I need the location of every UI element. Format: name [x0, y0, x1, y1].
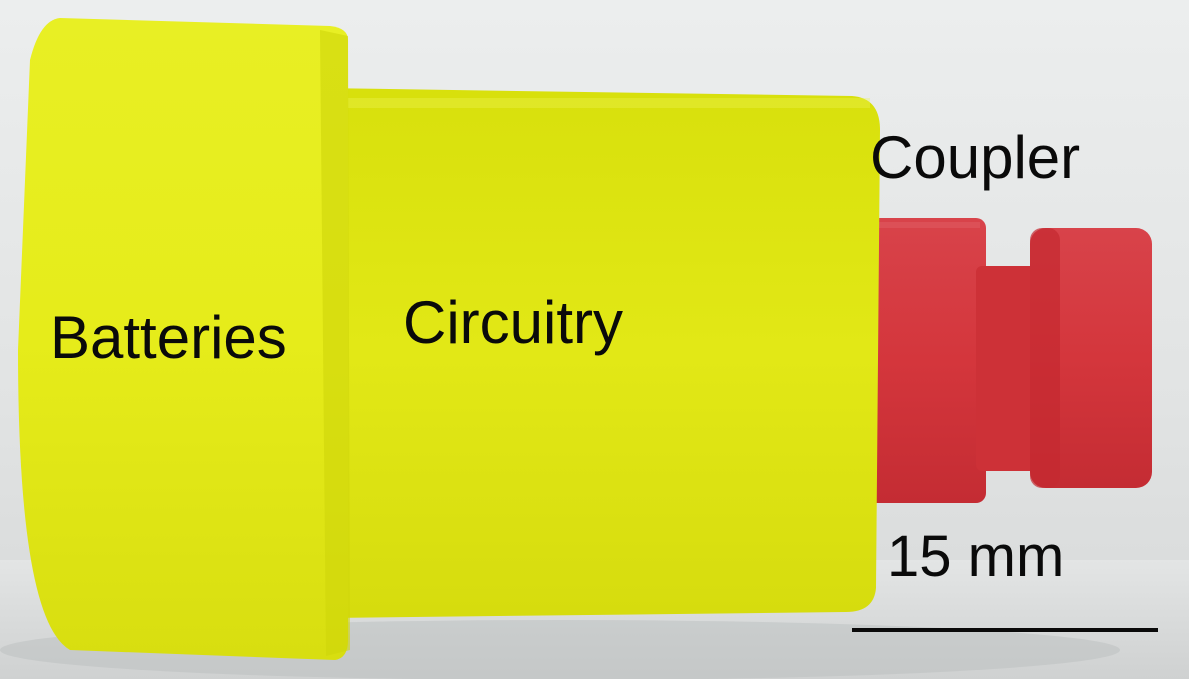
circuitry-housing — [320, 88, 880, 618]
coupler-label: Coupler — [870, 124, 1081, 191]
circuitry-label: Circuitry — [403, 289, 623, 356]
batteries-housing — [18, 18, 350, 660]
scale-bar — [852, 628, 1158, 632]
scale-label: 15 mm — [887, 524, 1065, 589]
batteries-label: Batteries — [50, 304, 287, 371]
coupler-part — [862, 218, 1152, 503]
